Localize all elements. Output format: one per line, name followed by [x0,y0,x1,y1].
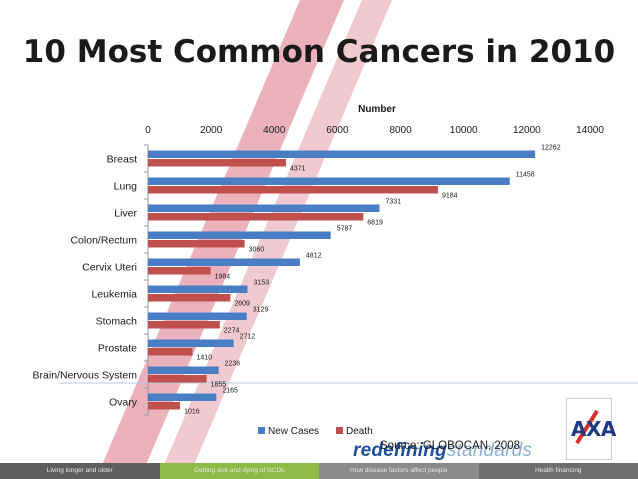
data-label-death: 2274 [224,328,240,335]
category-label: Prostate [98,343,137,355]
tagline-part1: redefining [353,440,447,461]
data-label-new-cases: 12262 [541,145,561,152]
data-label-death: 6819 [367,220,383,227]
tagline-part2: standards [446,440,533,461]
tagline: redefiningstandards [353,440,532,462]
bar-death [148,402,181,410]
bar-death [148,375,207,383]
bar-death [148,186,438,194]
bar-death [148,213,364,221]
data-label-new-cases: 2165 [222,388,238,395]
category-label: Colon/Rectum [70,235,137,247]
category-label: Cervix Uteri [82,262,137,274]
x-tick-label: 4000 [263,125,286,136]
bar-death [148,294,231,302]
legend-label: New Cases [268,426,319,437]
bar-new-cases [148,366,219,374]
bar-death [148,267,211,275]
bar-new-cases [148,150,536,158]
data-label-new-cases: 11458 [516,172,535,179]
x-tick-label: 12000 [513,125,541,136]
data-label-death: 1410 [197,355,213,362]
x-tick-label: 2000 [200,125,223,136]
category-label: Brain/Nervous System [33,370,138,382]
data-label-death: 9184 [442,193,458,200]
footer-nav: Living longer and older Getting sick and… [0,463,638,479]
data-label-death: 2609 [234,301,250,308]
bar-new-cases [148,231,331,239]
x-tick-label: 14000 [576,125,604,136]
axa-logo: AXA [566,398,616,460]
legend-label: Death [346,426,373,437]
bar-new-cases [148,204,380,212]
data-label-death: 1855 [211,382,227,389]
category-label: Liver [114,208,137,220]
data-label-new-cases: 3153 [254,280,270,287]
data-label-new-cases: 7331 [385,199,401,206]
data-label-death: 3060 [249,247,265,254]
data-label-new-cases: 5787 [337,226,353,233]
footer-item-living-longer[interactable]: Living longer and older [0,463,160,479]
data-label-new-cases: 2712 [240,334,256,341]
data-label-death: 1984 [215,274,231,281]
bar-death [148,240,245,248]
bar-new-cases [148,258,300,266]
data-label-new-cases: 3129 [253,307,269,314]
data-label-death: 4371 [290,166,306,173]
bar-death [148,348,193,356]
axis-title: Number [358,104,396,115]
x-tick-label: 8000 [389,125,412,136]
bar-new-cases [148,339,234,347]
category-label: Stomach [96,316,138,328]
data-label-death: 1016 [184,409,200,416]
bar-new-cases [148,285,248,293]
x-tick-label: 6000 [326,125,349,136]
source-note: Source: GLOBOCAN, 2008 [380,440,520,452]
footer-item-disease-factors[interactable]: How disease factors affect people [319,463,479,479]
data-label-new-cases: 2236 [225,361,241,368]
logo-name: AXA [571,417,616,441]
legend-swatch [258,427,265,434]
x-tick-label: 10000 [450,125,478,136]
category-label: Ovary [109,397,138,409]
category-label: Breast [107,154,137,166]
bar-new-cases [148,177,510,185]
bar-death [148,321,220,329]
category-label: Lung [114,181,138,193]
x-tick-label: 0 [145,125,151,136]
footer-item-getting-sick[interactable]: Getting sick and dying of NCDs [159,463,319,479]
data-label-new-cases: 4812 [306,253,322,260]
bar-death [148,159,286,167]
bar-new-cases [148,393,217,401]
legend-swatch [336,427,343,434]
page-title: 10 Most Common Cancers in 2010 [22,34,616,70]
footer-item-health-financing[interactable]: Health financing [478,463,638,479]
bar-new-cases [148,312,247,320]
category-label: Leukemia [91,289,137,301]
